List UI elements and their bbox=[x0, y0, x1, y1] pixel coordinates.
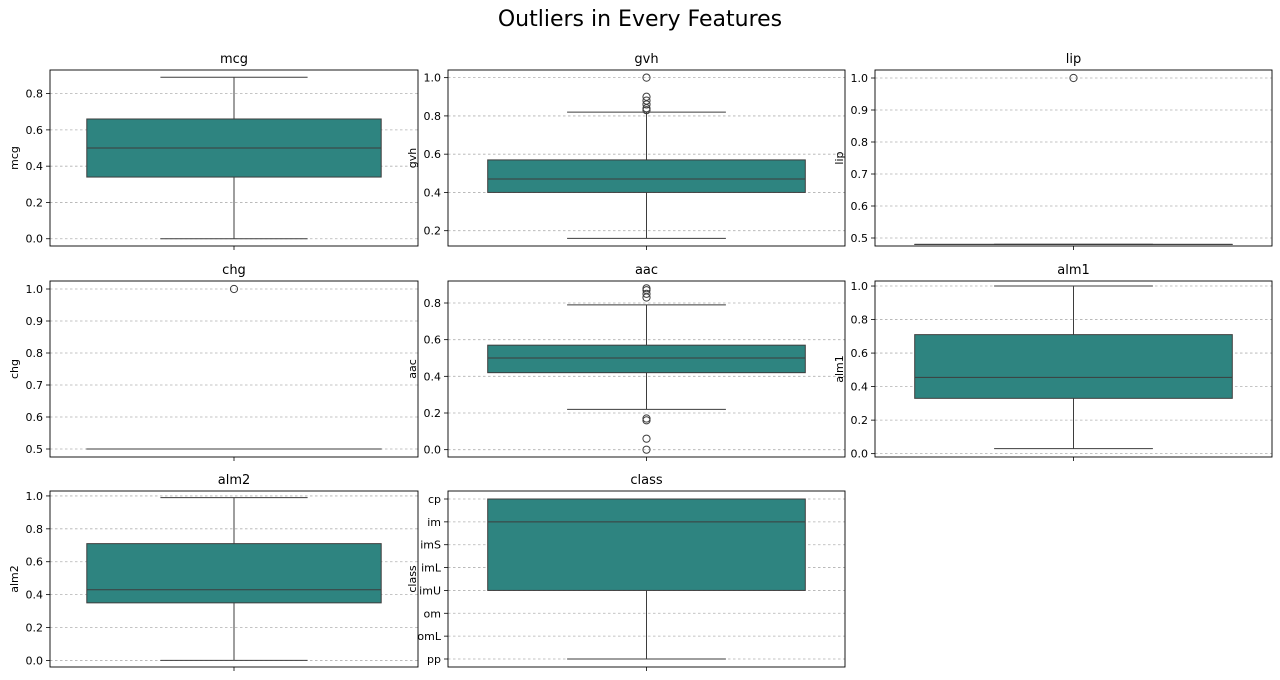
panel-3: 0.5 0.6 0.7 0.8 0.9 1.0 chg chg bbox=[8, 263, 419, 461]
y-tick-label: 0.5 bbox=[26, 443, 44, 456]
y-axis-label: mcg bbox=[8, 146, 21, 170]
y-tick-label: 0.7 bbox=[26, 379, 44, 392]
y-axis-label: alm1 bbox=[833, 355, 846, 383]
outlier-point bbox=[642, 434, 651, 443]
panel-1: 0.2 0.4 0.6 0.8 1.0 gvh gvh bbox=[406, 52, 846, 250]
y-tick-label: 0.6 bbox=[424, 334, 442, 347]
y-tick-label: 0.5 bbox=[851, 232, 869, 245]
outlier-point bbox=[642, 96, 651, 105]
panel-4: 0.0 0.2 0.4 0.6 0.8 aac aac bbox=[406, 263, 846, 461]
y-tick-label: 0.9 bbox=[851, 104, 869, 117]
y-tick-label: 0.6 bbox=[424, 148, 442, 161]
y-tick-label: 0.2 bbox=[851, 414, 869, 427]
y-tick-label: 0.0 bbox=[26, 654, 44, 667]
y-tick-label: 0.8 bbox=[424, 297, 442, 310]
y-tick-label: cp bbox=[428, 493, 441, 506]
axes-frame bbox=[49, 69, 419, 247]
y-tick-label: 0.6 bbox=[26, 556, 44, 569]
box-iqr bbox=[487, 159, 806, 193]
y-axis-label: chg bbox=[8, 359, 21, 379]
panel-title: alm1 bbox=[1057, 263, 1090, 278]
y-tick-label: 0.4 bbox=[424, 186, 442, 199]
panel-title: aac bbox=[635, 263, 658, 278]
y-tick-label: 0.4 bbox=[26, 589, 44, 602]
y-tick-label: 0.6 bbox=[26, 411, 44, 424]
box-iqr bbox=[487, 498, 806, 591]
y-tick-label: 0.2 bbox=[424, 225, 442, 238]
outlier-point bbox=[642, 445, 651, 454]
y-tick-label: pp bbox=[427, 653, 441, 666]
y-tick-label: 0.8 bbox=[26, 88, 44, 101]
outlier-point bbox=[642, 92, 651, 101]
box-iqr bbox=[914, 334, 1233, 399]
y-tick-label: imL bbox=[421, 562, 442, 575]
y-axis-label: alm2 bbox=[8, 565, 21, 593]
y-tick-label: 0.8 bbox=[851, 136, 869, 149]
y-tick-label: 0.4 bbox=[851, 381, 869, 394]
y-tick-label: 0.0 bbox=[851, 448, 869, 461]
y-tick-label: 0.6 bbox=[851, 347, 869, 360]
y-tick-label: 0.8 bbox=[424, 110, 442, 123]
outlier-point bbox=[642, 284, 651, 293]
y-tick-label: 0.8 bbox=[26, 523, 44, 536]
y-tick-label: 0.6 bbox=[26, 124, 44, 137]
y-tick-label: 0.2 bbox=[26, 196, 44, 209]
outlier-point bbox=[642, 73, 651, 82]
y-tick-label: 0.6 bbox=[851, 200, 869, 213]
y-tick-label: 0.0 bbox=[26, 233, 44, 246]
y-axis-label: lip bbox=[833, 151, 846, 164]
box-iqr bbox=[487, 344, 806, 374]
axes-frame bbox=[874, 69, 1273, 247]
axes-frame bbox=[447, 280, 846, 458]
figure-title: Outliers in Every Features bbox=[498, 7, 782, 32]
y-tick-label: 0.8 bbox=[851, 314, 869, 327]
axes-frame bbox=[49, 490, 419, 668]
y-axis-label: gvh bbox=[406, 148, 419, 168]
box-iqr bbox=[86, 543, 382, 604]
y-tick-label: im bbox=[427, 516, 441, 529]
y-tick-label: om bbox=[424, 607, 441, 620]
y-tick-label: 0.4 bbox=[424, 370, 442, 383]
y-tick-label: 1.0 bbox=[851, 280, 869, 293]
panel-7: cp im imS imL imU om omL pp class class bbox=[406, 473, 846, 671]
y-tick-label: omL bbox=[417, 630, 441, 643]
y-tick-label: imU bbox=[419, 584, 441, 597]
panel-title: lip bbox=[1066, 52, 1081, 67]
panels: 0.0 0.2 0.4 0.6 0.8 mcg mcg 0.2 0.4 0.6 0.8 1.0 gvh g… bbox=[8, 52, 1273, 671]
axes-frame bbox=[447, 490, 846, 668]
panel-title: class bbox=[630, 473, 662, 488]
y-tick-label: 0.8 bbox=[26, 347, 44, 360]
y-tick-label: 1.0 bbox=[26, 490, 44, 503]
panel-0: 0.0 0.2 0.4 0.6 0.8 mcg mcg bbox=[8, 52, 419, 250]
y-tick-label: 1.0 bbox=[26, 283, 44, 296]
panel-title: alm2 bbox=[218, 473, 251, 488]
y-tick-label: 0.4 bbox=[26, 160, 44, 173]
outlier-point bbox=[642, 416, 651, 425]
outlier-point bbox=[642, 289, 651, 298]
y-tick-label: 0.9 bbox=[26, 315, 44, 328]
y-tick-label: 0.2 bbox=[424, 407, 442, 420]
y-tick-label: 0.7 bbox=[851, 168, 869, 181]
outlier-point bbox=[1069, 73, 1078, 83]
axes-frame bbox=[447, 69, 846, 247]
panel-6: 0.0 0.2 0.4 0.6 0.8 1.0 alm2 alm2 bbox=[8, 473, 419, 671]
panel-2: 0.5 0.6 0.7 0.8 0.9 1.0 lip lip bbox=[833, 52, 1273, 250]
y-tick-label: imS bbox=[420, 539, 441, 552]
y-tick-label: 0.2 bbox=[26, 622, 44, 635]
axes-frame bbox=[874, 280, 1273, 458]
panel-5: 0.0 0.2 0.4 0.6 0.8 1.0 alm1 alm1 bbox=[833, 263, 1273, 461]
axes-frame bbox=[49, 280, 419, 458]
panel-title: gvh bbox=[634, 52, 658, 67]
y-tick-label: 1.0 bbox=[424, 72, 442, 85]
y-tick-label: 1.0 bbox=[851, 72, 869, 85]
y-tick-label: 0.0 bbox=[424, 444, 442, 457]
panel-title: mcg bbox=[220, 52, 248, 67]
y-axis-label: aac bbox=[406, 359, 419, 379]
y-axis-label: class bbox=[406, 565, 419, 593]
outlier-point bbox=[229, 284, 239, 294]
panel-title: chg bbox=[222, 263, 246, 278]
